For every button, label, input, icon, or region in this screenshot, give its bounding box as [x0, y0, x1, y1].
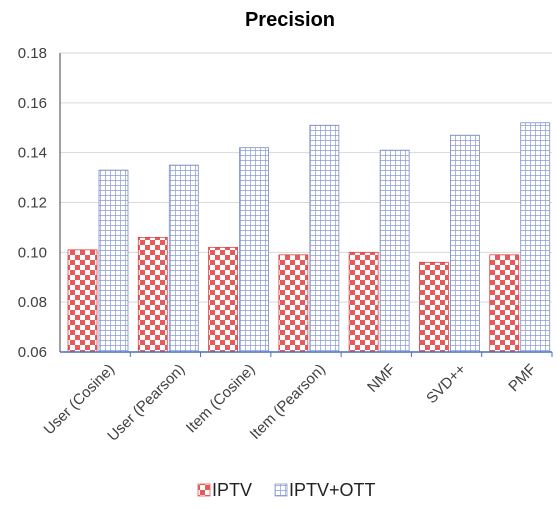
legend-swatch-iptv-ott	[274, 483, 288, 497]
y-tick-label: 0.12	[18, 195, 47, 212]
legend-label-iptv-ott: IPTV+OTT	[289, 480, 376, 500]
bar-iptv-0	[67, 249, 98, 353]
bars	[67, 122, 551, 353]
y-tick-label: 0.08	[18, 294, 47, 311]
bar-iptv-ott-1	[168, 164, 199, 353]
x-category-label: SVD++	[423, 361, 469, 407]
legend-swatch-iptv	[197, 483, 211, 497]
chart-title: Precision	[245, 9, 335, 31]
x-axis-categories: User (Cosine)User (Pearson)Item (Cosine)…	[41, 361, 540, 445]
bar-iptv-3	[278, 254, 309, 353]
y-tick-label: 0.10	[18, 244, 47, 261]
bar-iptv-ott-3	[309, 124, 340, 353]
axes	[59, 53, 553, 357]
x-category-label: NMF	[364, 361, 399, 396]
x-category-label: Item (Cosine)	[183, 361, 259, 437]
y-tick-label: 0.14	[18, 145, 47, 162]
bar-iptv-4	[348, 251, 379, 353]
y-tick-label: 0.06	[18, 344, 47, 361]
y-axis-ticks: 0.06 0.08 0.10 0.12 0.14 0.16 0.18	[18, 45, 47, 361]
legend: IPTV IPTV+OTT	[197, 480, 376, 500]
bar-iptv-ott-6	[520, 122, 551, 353]
bar-iptv-ott-5	[450, 134, 480, 353]
bar-iptv-6	[489, 254, 520, 353]
bar-iptv-ott-2	[239, 147, 269, 353]
bar-iptv-2	[208, 246, 238, 353]
y-tick-label: 0.16	[18, 95, 47, 112]
x-category-label: Item (Pearson)	[247, 361, 329, 443]
bar-iptv-5	[419, 261, 449, 353]
y-tick-label: 0.18	[18, 45, 47, 62]
bar-iptv-1	[137, 236, 168, 353]
legend-label-iptv: IPTV	[212, 480, 252, 500]
bar-iptv-ott-4	[379, 149, 410, 353]
bar-iptv-ott-0	[98, 169, 129, 353]
x-category-label: PMF	[505, 361, 539, 395]
x-category-label: User (Cosine)	[41, 361, 118, 438]
